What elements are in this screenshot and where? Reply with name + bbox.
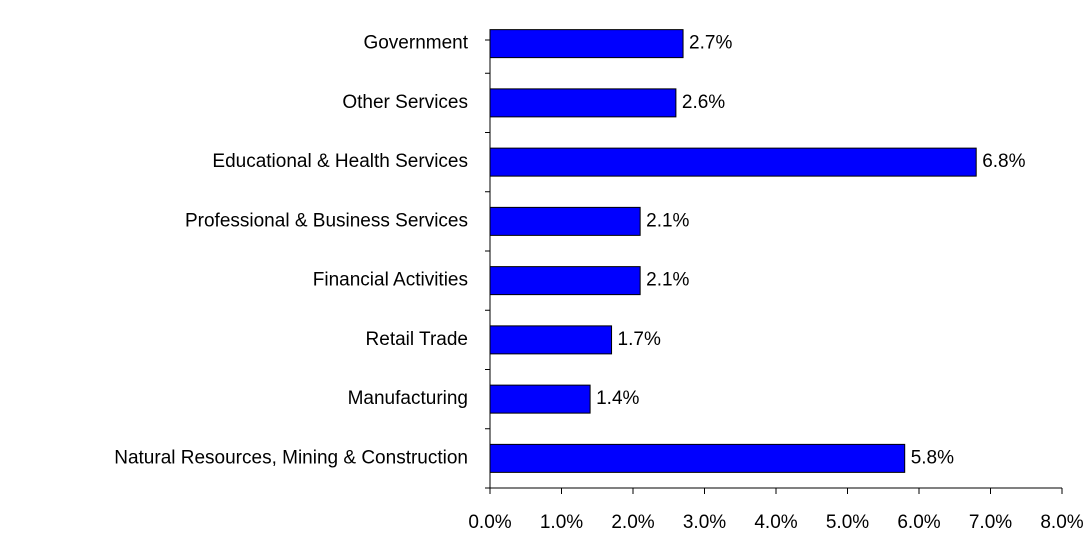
value-label: 2.1% (646, 270, 689, 291)
value-label: 2.7% (689, 33, 732, 54)
bar (489, 206, 641, 236)
bar (489, 443, 906, 473)
x-tick-label: 2.0% (611, 512, 654, 533)
category-label: Financial Activities (313, 270, 468, 291)
category-label: Government (363, 33, 468, 54)
bar (489, 266, 641, 296)
x-tick-label: 1.0% (540, 512, 583, 533)
category-label: Retail Trade (366, 329, 468, 350)
value-label: 2.1% (646, 210, 689, 231)
x-tick-label: 6.0% (897, 512, 940, 533)
bar (489, 147, 977, 177)
x-tick-label: 7.0% (969, 512, 1012, 533)
x-tick-label: 3.0% (683, 512, 726, 533)
value-label: 2.6% (682, 92, 725, 113)
category-label: Natural Resources, Mining & Construction (114, 447, 468, 468)
x-tick-label: 5.0% (826, 512, 869, 533)
category-label: Other Services (342, 92, 468, 113)
category-label: Professional & Business Services (185, 210, 468, 231)
category-label: Educational & Health Services (212, 151, 468, 172)
bar (489, 29, 684, 59)
value-label: 5.8% (911, 447, 954, 468)
value-label: 1.7% (618, 329, 661, 350)
bar (489, 88, 677, 118)
value-label: 6.8% (982, 151, 1025, 172)
x-tick-label: 0.0% (468, 512, 511, 533)
value-label: 1.4% (596, 388, 639, 409)
bar (489, 384, 591, 414)
category-label: Manufacturing (348, 388, 468, 409)
bar (489, 325, 613, 355)
x-tick-label: 4.0% (754, 512, 797, 533)
x-tick-label: 8.0% (1040, 512, 1083, 533)
